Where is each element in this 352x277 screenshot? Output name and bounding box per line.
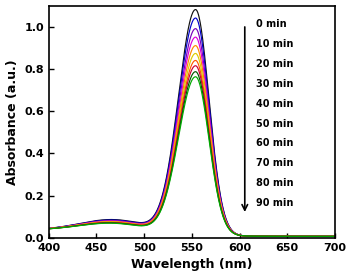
Text: 60 min: 60 min	[256, 138, 294, 148]
Text: 30 min: 30 min	[256, 79, 294, 89]
Text: 10 min: 10 min	[256, 39, 294, 49]
Text: 50 min: 50 min	[256, 119, 294, 129]
Text: 70 min: 70 min	[256, 158, 294, 168]
Text: 40 min: 40 min	[256, 99, 294, 109]
Y-axis label: Absorbance (a.u.): Absorbance (a.u.)	[6, 59, 19, 184]
Text: 0 min: 0 min	[256, 19, 287, 29]
Text: 90 min: 90 min	[256, 198, 294, 208]
Text: 20 min: 20 min	[256, 59, 294, 69]
X-axis label: Wavelength (nm): Wavelength (nm)	[131, 258, 253, 271]
Text: 80 min: 80 min	[256, 178, 294, 188]
